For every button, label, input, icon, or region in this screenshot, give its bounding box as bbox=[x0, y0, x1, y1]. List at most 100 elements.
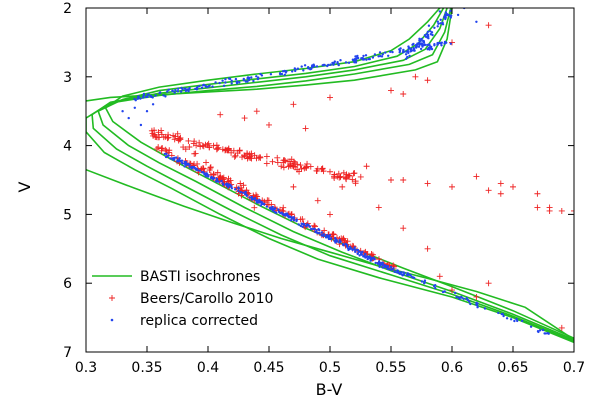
data-point-plus bbox=[206, 144, 213, 151]
data-point-dot bbox=[256, 199, 259, 202]
data-point-plus bbox=[176, 135, 183, 142]
data-point-plus bbox=[186, 144, 193, 151]
data-point-dot bbox=[407, 273, 411, 276]
data-point-dot bbox=[505, 317, 509, 320]
data-point-dot bbox=[423, 34, 427, 37]
data-point-plus bbox=[210, 171, 217, 178]
data-point-dot bbox=[224, 78, 227, 81]
data-point-dot bbox=[187, 90, 190, 93]
data-point-dot bbox=[426, 43, 429, 47]
data-point-plus bbox=[327, 168, 333, 175]
data-point-dot bbox=[162, 94, 165, 97]
data-point-dot bbox=[405, 50, 408, 53]
data-point-dot bbox=[468, 300, 471, 303]
data-point-dot bbox=[334, 236, 337, 240]
data-point-dot bbox=[434, 284, 437, 287]
data-point-dot bbox=[180, 161, 184, 164]
data-point-dot bbox=[250, 76, 253, 79]
data-point-plus bbox=[331, 171, 338, 178]
data-point-dot bbox=[286, 214, 289, 217]
data-point-plus bbox=[252, 191, 259, 198]
data-point-dot bbox=[320, 231, 323, 234]
data-point-dot bbox=[438, 10, 441, 13]
data-point-dot bbox=[308, 225, 311, 228]
data-point-dot bbox=[346, 247, 350, 250]
data-point-dot bbox=[280, 211, 284, 214]
data-point-dot bbox=[341, 243, 345, 246]
data-point-dot bbox=[521, 319, 524, 323]
data-point-dot bbox=[399, 272, 402, 275]
data-point-dot bbox=[280, 72, 284, 76]
data-point-dot bbox=[431, 33, 434, 37]
data-point-dot bbox=[224, 183, 227, 186]
data-point-dot bbox=[253, 197, 257, 200]
data-point-dot bbox=[139, 123, 143, 127]
data-point-dot bbox=[311, 64, 314, 67]
data-point-dot bbox=[353, 61, 356, 64]
data-point-dot bbox=[297, 223, 300, 226]
data-point-dot bbox=[374, 261, 377, 265]
data-point-plus bbox=[274, 154, 281, 161]
data-point-dot bbox=[381, 263, 384, 267]
data-point-dot bbox=[136, 97, 139, 101]
data-point-dot bbox=[378, 265, 381, 268]
data-point-dot bbox=[443, 290, 446, 293]
data-point-plus bbox=[302, 125, 309, 132]
data-point-plus bbox=[473, 293, 480, 300]
data-point-plus bbox=[303, 165, 310, 172]
data-point-dot bbox=[147, 93, 150, 96]
data-point-plus bbox=[314, 165, 321, 172]
data-point-dot bbox=[444, 11, 448, 14]
data-point-plus bbox=[375, 204, 382, 211]
data-point-dot bbox=[538, 329, 542, 332]
data-point-dot bbox=[401, 274, 404, 277]
data-point-plus bbox=[280, 159, 287, 166]
data-point-dot bbox=[244, 80, 248, 83]
data-point-dot bbox=[427, 37, 430, 40]
data-point-dot bbox=[354, 55, 357, 58]
y-axis-label: V bbox=[15, 181, 34, 192]
data-point-dot bbox=[292, 219, 296, 222]
x-tick-label: 0.45 bbox=[253, 360, 284, 376]
data-point-dot bbox=[315, 229, 318, 232]
data-point-dot bbox=[411, 43, 414, 46]
data-point-dot bbox=[286, 212, 289, 215]
data-point-dot bbox=[310, 227, 313, 231]
legend: BASTI isochrones Beers/Carollo 2010 replic… bbox=[92, 269, 273, 329]
data-point-dot bbox=[174, 88, 177, 92]
data-point-dot bbox=[234, 77, 238, 81]
data-point-dot bbox=[458, 297, 461, 301]
data-point-plus bbox=[194, 160, 201, 167]
data-point-plus bbox=[424, 77, 431, 84]
data-point-dot bbox=[516, 319, 519, 323]
data-point-dot bbox=[396, 269, 399, 272]
data-point-plus bbox=[290, 101, 297, 108]
data-point-dot bbox=[358, 254, 361, 257]
y-tick-label: 7 bbox=[63, 345, 72, 361]
data-point-dot bbox=[483, 307, 487, 310]
plot-area bbox=[86, 8, 574, 344]
data-point-dot bbox=[391, 50, 394, 54]
data-point-dot bbox=[433, 26, 436, 29]
data-point-dot bbox=[326, 64, 329, 68]
data-point-dot bbox=[149, 94, 152, 98]
data-point-plus bbox=[534, 190, 541, 197]
data-point-plus bbox=[285, 163, 292, 170]
data-point-dot bbox=[218, 81, 221, 85]
data-point-plus bbox=[558, 207, 565, 214]
data-point-dot bbox=[215, 180, 218, 183]
x-tick-label: 0.4 bbox=[197, 360, 219, 376]
data-point-dot bbox=[413, 276, 416, 280]
data-point-dot bbox=[476, 306, 479, 309]
data-point-plus bbox=[230, 147, 237, 154]
data-point-plus bbox=[251, 204, 258, 211]
data-point-dot bbox=[165, 152, 168, 155]
data-point-dot bbox=[418, 39, 422, 42]
data-point-dot bbox=[221, 182, 225, 185]
data-point-dot bbox=[389, 265, 393, 269]
data-point-dot bbox=[427, 24, 431, 27]
legend-label: replica corrected bbox=[140, 313, 258, 329]
data-point-dot bbox=[141, 96, 145, 99]
data-point-dot bbox=[263, 202, 266, 206]
data-point-plus bbox=[250, 192, 257, 199]
